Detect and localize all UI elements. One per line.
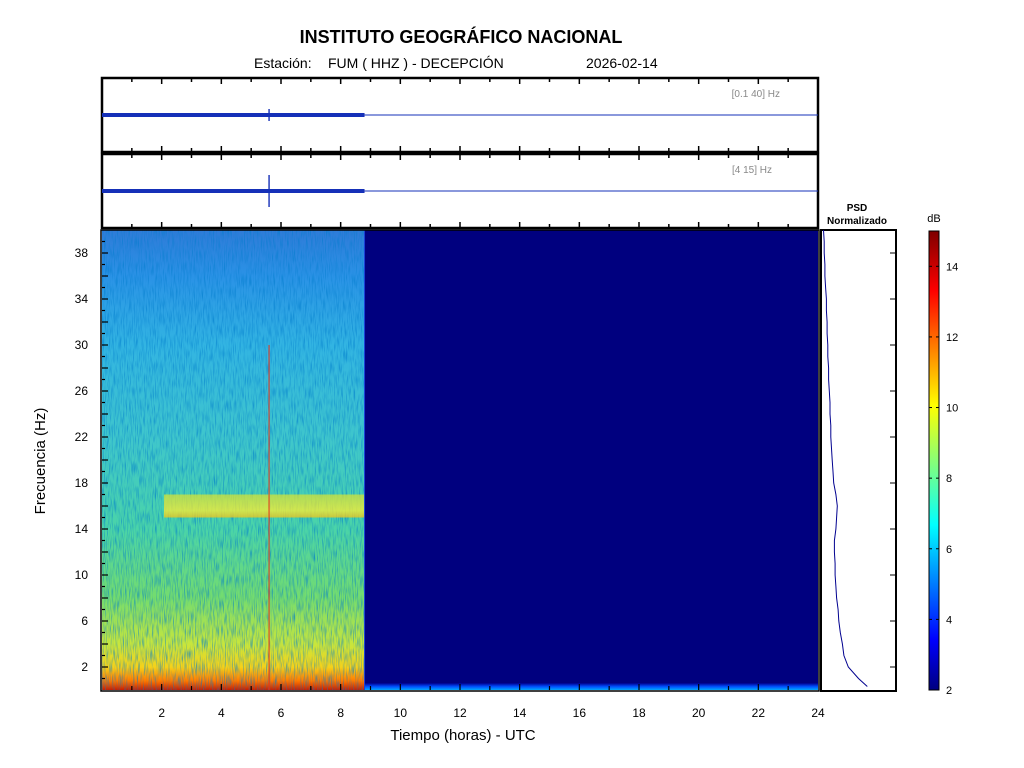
y-axis-title: Frecuencia (Hz) — [32, 408, 49, 515]
colorbar-tick-label: 8 — [946, 473, 952, 485]
spectrogram-band-15-17hz — [164, 494, 365, 518]
x-tick-label: 8 — [337, 706, 344, 720]
waveform-broadband-trace — [102, 109, 818, 121]
y-tick-label: 18 — [75, 476, 89, 490]
y-tick-label: 10 — [75, 568, 89, 582]
y-tick-label: 26 — [75, 384, 89, 398]
x-axis-title: Tiempo (horas) - UTC — [390, 727, 535, 744]
band-label-broadband: [0.1 40] Hz — [732, 89, 780, 100]
x-tick-label: 16 — [573, 706, 587, 720]
y-tick-label: 2 — [81, 660, 88, 674]
x-tick-label: 18 — [632, 706, 646, 720]
colorbar-tick-label: 4 — [946, 614, 952, 626]
x-tick-label: 4 — [218, 706, 225, 720]
station-label: Estación: — [254, 55, 312, 71]
band-label-filtered: [4 15] Hz — [732, 165, 772, 176]
chart-date: 2026-02-14 — [586, 55, 658, 71]
x-tick-label: 10 — [394, 706, 408, 720]
x-tick-label: 12 — [453, 706, 467, 720]
y-tick-label: 14 — [75, 522, 89, 536]
waveform-2-ticks — [131, 154, 789, 228]
chart-title: INSTITUTO GEOGRÁFICO NACIONAL — [299, 27, 623, 47]
psd-title-line2: Normalizado — [827, 216, 887, 227]
colorbar-tick-label: 6 — [946, 544, 952, 556]
x-tick-label: 2 — [158, 706, 165, 720]
colorbar-tick-label: 10 — [946, 403, 958, 415]
x-tick-label: 24 — [811, 706, 825, 720]
x-tick-label: 20 — [692, 706, 706, 720]
colorbar-tick-label: 2 — [946, 685, 952, 697]
x-tick-labels: 2 4 6 8 10 12 14 16 18 20 22 24 — [158, 706, 825, 720]
y-tick-label: 34 — [75, 292, 89, 306]
waveform-noise — [102, 189, 365, 193]
spectrogram — [102, 230, 818, 690]
colorbar-ticks: 2 4 6 8 10 12 14 — [929, 261, 958, 697]
x-tick-label: 6 — [278, 706, 285, 720]
y-tick-label: 38 — [75, 246, 89, 260]
station-name: FUM ( HHZ ) - DECEPCIÓN — [328, 55, 504, 71]
psd-ticks — [890, 252, 895, 668]
colorbar — [928, 230, 940, 691]
spectrogram-texture — [102, 230, 365, 690]
spectrogram-ticks — [102, 240, 789, 690]
colorbar-tick-label: 14 — [946, 261, 958, 273]
psd-curve — [823, 229, 868, 687]
x-tick-label: 22 — [752, 706, 766, 720]
y-tick-label: 6 — [81, 614, 88, 628]
waveform-noise — [102, 113, 365, 117]
waveform-filtered-trace — [102, 175, 818, 207]
spectrogram-frame — [100, 229, 820, 692]
psd-title-line1: PSD — [847, 203, 868, 214]
psd-panel — [820, 229, 897, 692]
y-tick-label: 22 — [75, 430, 89, 444]
colorbar-unit: dB — [927, 213, 940, 225]
spectrogram-floor — [364, 683, 818, 690]
waveform-1-ticks — [131, 78, 789, 152]
y-tick-label: 30 — [75, 338, 89, 352]
x-tick-label: 14 — [513, 706, 527, 720]
colorbar-tick-label: 12 — [946, 332, 958, 344]
